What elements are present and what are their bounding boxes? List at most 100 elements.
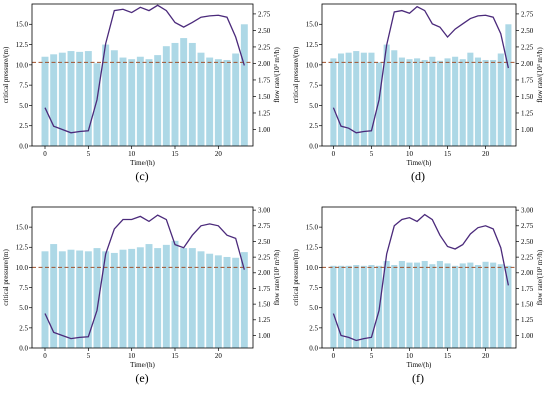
- y-tick-label: 12.5: [306, 41, 319, 49]
- bar: [50, 54, 58, 146]
- y-tick-label: 2.5: [309, 324, 318, 332]
- bar: [214, 255, 222, 348]
- bar: [162, 244, 170, 348]
- bar: [497, 53, 504, 146]
- bar: [180, 38, 188, 146]
- y2-axis-label: flow rate/(10³ m³/h): [536, 47, 544, 103]
- y2-tick-label: 1.25: [258, 316, 271, 324]
- x-tick-label: 20: [482, 150, 490, 158]
- bar: [353, 265, 360, 348]
- y-tick-label: 10.0: [16, 264, 29, 272]
- x-tick-label: 20: [215, 352, 223, 360]
- x-tick-label: 0: [332, 352, 336, 360]
- bar: [50, 244, 58, 348]
- bar: [391, 50, 398, 146]
- bar: [497, 264, 504, 348]
- y-tick-label: 7.5: [309, 82, 318, 90]
- y2-axis-label: flow rate/(10³ m³/h): [536, 249, 544, 305]
- x-tick-label: 0: [43, 352, 47, 360]
- bar: [398, 57, 405, 146]
- bar: [467, 52, 474, 146]
- y-tick-label: 7.5: [309, 284, 318, 292]
- bar: [197, 52, 205, 146]
- bar: [368, 52, 375, 146]
- y2-tick-label: 1.75: [521, 285, 534, 293]
- bar: [376, 62, 383, 147]
- y-tick-label: 7.5: [19, 284, 28, 292]
- y2-tick-label: 1.25: [521, 109, 534, 117]
- y2-tick-label: 1.50: [258, 301, 271, 309]
- x-tick-label: 20: [482, 352, 490, 360]
- y2-tick-label: 2.25: [258, 43, 271, 51]
- y-tick-label: 2.5: [309, 122, 318, 130]
- bar: [429, 264, 436, 348]
- bar: [136, 247, 144, 348]
- bar: [345, 265, 352, 348]
- y-tick-label: 10.0: [16, 61, 29, 69]
- y2-tick-label: 1.75: [258, 76, 271, 84]
- flow-rate-line: [332, 5, 510, 134]
- bar: [76, 51, 84, 147]
- y-tick-label: 0.0: [19, 142, 28, 150]
- bar: [452, 265, 459, 348]
- x-axis-label: Time/(h): [407, 361, 432, 369]
- x-axis-label: Time/(h): [130, 361, 155, 369]
- bar: [206, 57, 214, 146]
- y2-tick-label: 2.75: [258, 10, 271, 18]
- panel-f: 0.0 2.5 5.0 7.5 10.0 12.5 15.0 1.00 1.25 1.50 1.75…: [292, 207, 544, 385]
- bar: [421, 59, 428, 146]
- bar: [93, 248, 101, 348]
- y2-tick-label: 3.00: [258, 207, 271, 215]
- bar: [240, 24, 248, 147]
- panel-label: (c): [135, 169, 148, 183]
- bar: [67, 51, 75, 146]
- y-axis-label: critical pressure/(m): [2, 249, 10, 306]
- bar: [58, 251, 66, 348]
- bar: [452, 56, 459, 146]
- bar: [93, 63, 101, 147]
- flow-rate-line: [332, 213, 510, 342]
- bar: [368, 265, 375, 348]
- x-axis-label: Time/(h): [407, 159, 432, 167]
- flow-rate-line: [44, 214, 245, 340]
- y2-tick-label: 1.75: [258, 285, 271, 293]
- x-tick-label: 10: [406, 352, 414, 360]
- bar: [429, 56, 436, 146]
- y2-tick-label: 2.00: [521, 60, 534, 68]
- bar: [414, 262, 421, 348]
- y-tick-label: 12.5: [16, 244, 29, 252]
- y-tick-label: 15.0: [306, 21, 319, 29]
- y2-tick-label: 2.75: [258, 222, 271, 230]
- bar: [398, 260, 405, 348]
- bar: [383, 44, 390, 147]
- bar: [154, 248, 162, 348]
- bar: [482, 261, 489, 348]
- y2-tick-label: 2.50: [521, 27, 534, 35]
- y2-tick-label: 1.25: [521, 316, 534, 324]
- x-tick-label: 5: [370, 150, 374, 158]
- y2-axis-label: flow rate/(10³ m³/h): [273, 249, 281, 305]
- bar: [330, 58, 337, 146]
- bar: [145, 59, 153, 147]
- y2-tick-label: 2.00: [258, 269, 271, 277]
- bar: [330, 265, 337, 348]
- y-axis-label: critical pressure/(m): [292, 46, 300, 103]
- y-tick-label: 5.0: [309, 304, 318, 312]
- y-tick-label: 0.0: [309, 142, 318, 150]
- bar: [119, 249, 127, 348]
- x-tick-label: 0: [332, 150, 336, 158]
- bar: [406, 262, 413, 348]
- bar: [119, 57, 127, 146]
- x-tick-label: 0: [43, 150, 47, 158]
- bar: [145, 244, 153, 348]
- y-axis-label: critical pressure/(m): [2, 46, 10, 103]
- y2-tick-label: 2.50: [258, 238, 271, 246]
- y2-tick-label: 3.00: [521, 207, 534, 215]
- y-tick-label: 2.5: [19, 324, 28, 332]
- y2-tick-label: 1.00: [521, 126, 534, 134]
- bar: [110, 252, 118, 348]
- bar: [383, 260, 390, 348]
- y2-axis-label: flow rate/(10³ m³/h): [273, 47, 281, 103]
- x-tick-label: 15: [444, 352, 452, 360]
